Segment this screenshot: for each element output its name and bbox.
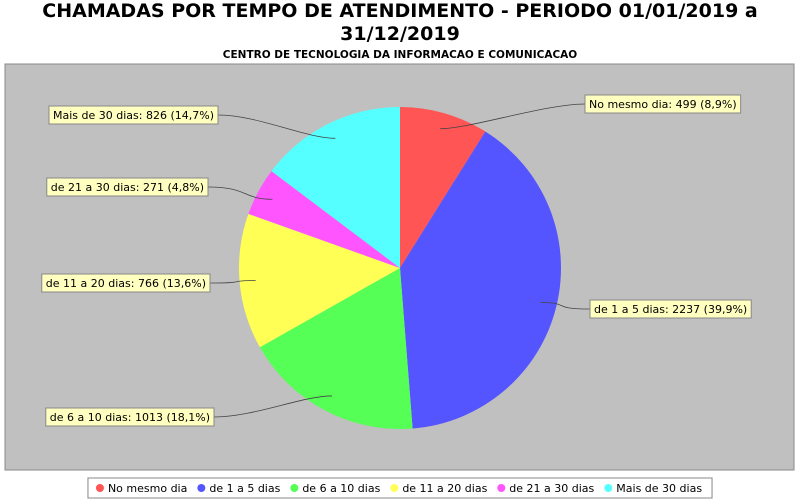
pie-slice (239, 213, 400, 348)
legend-label: de 1 a 5 dias (209, 482, 280, 495)
label-box (589, 299, 752, 319)
label-connector (209, 280, 256, 284)
pie-slice (400, 107, 486, 268)
legend-label: de 11 a 20 dias (402, 482, 487, 495)
label-connector (217, 114, 336, 139)
legend-label: de 6 a 10 dias (302, 482, 380, 495)
label-box (584, 94, 742, 114)
pie-slice (271, 107, 400, 268)
legend-marker (497, 484, 506, 492)
pie-slice (248, 171, 400, 268)
chart-subtitle: CENTRO DE TECNOLOGIA DA INFORMACAO E COM… (222, 49, 578, 61)
legend-box (87, 477, 713, 499)
label-box (48, 105, 219, 125)
data-label: Mais de 30 dias: 826 (14,7%) (53, 109, 214, 122)
legend-marker (290, 484, 299, 492)
pie-slice (400, 131, 562, 429)
label-connector (213, 395, 332, 418)
data-label: No mesmo dia: 499 (8,9%) (589, 98, 737, 111)
legend-marker (95, 484, 104, 492)
data-label: de 1 a 5 dias: 2237 (39,9%) (594, 303, 747, 316)
legend-marker (390, 484, 399, 492)
chart-title: CHAMADAS POR TEMPO DE ATENDIMENTO - PERI… (42, 0, 758, 45)
data-label: de 21 a 30 dias: 271 (4,8%) (51, 181, 204, 194)
data-label: de 6 a 10 dias: 1013 (18,1%) (50, 411, 210, 424)
legend-label: Mais de 30 dias (616, 482, 702, 495)
legend-label: No mesmo dia (108, 482, 187, 495)
label-connector (540, 302, 591, 310)
data-label: de 11 a 20 dias: 766 (13,6%) (46, 277, 206, 290)
label-connector (439, 103, 586, 130)
legend-label: de 21 a 30 dias (509, 482, 594, 495)
legend-marker (604, 484, 613, 492)
pie-slice (259, 268, 413, 429)
legend-marker (197, 484, 206, 492)
label-box (45, 407, 215, 427)
label-box (46, 177, 209, 197)
label-box (41, 273, 211, 293)
label-connector (207, 186, 273, 200)
